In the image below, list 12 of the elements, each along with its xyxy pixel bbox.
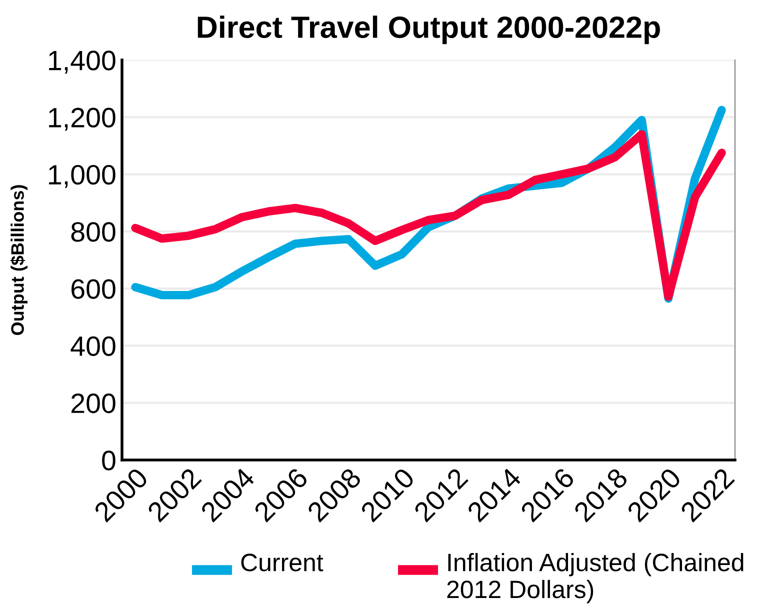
y-tick-label: 0 — [102, 450, 116, 470]
y-tick-label: 1,000 — [49, 164, 116, 188]
y-axis-title: Output ($Billions) — [10, 185, 28, 335]
y-tick-label: 400 — [70, 336, 116, 356]
y-tick-label: 1,400 — [49, 50, 116, 74]
legend-label: Current — [241, 554, 324, 572]
y-tick-label: 800 — [71, 222, 116, 242]
y-tick-label: 200 — [72, 394, 116, 414]
y-tick-label: 1,200 — [49, 108, 116, 131]
chart-title: Direct Travel Output 2000-2022p — [198, 16, 660, 44]
legend-label: Inflation Adjusted (Chained 2012 Dollars) — [447, 553, 744, 604]
y-tick-label: 600 — [72, 279, 116, 299]
